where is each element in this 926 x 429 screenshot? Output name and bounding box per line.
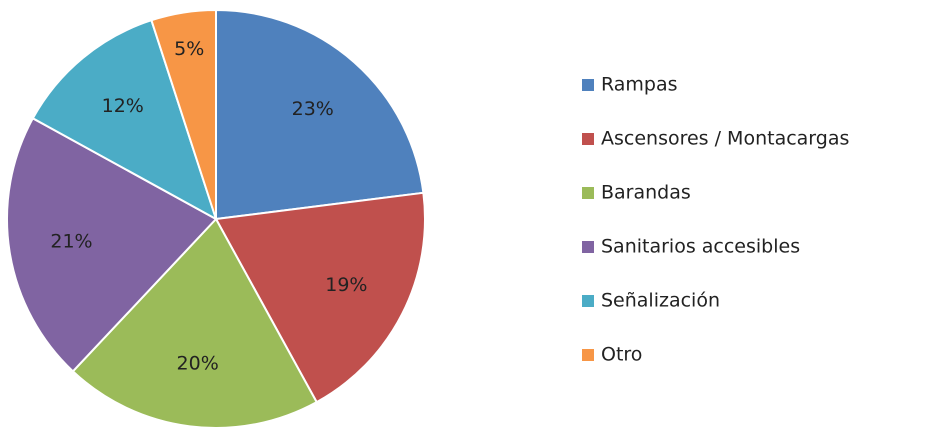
legend-label: Señalización <box>601 290 720 312</box>
legend-swatch <box>582 133 594 145</box>
data-label: 5% <box>174 38 204 60</box>
pie-slice <box>71 217 319 429</box>
data-label: 23% <box>292 98 334 120</box>
pie-slice <box>31 18 218 222</box>
data-label: 21% <box>50 230 92 252</box>
legend-label: Ascensores / Montacargas <box>601 128 849 150</box>
legend-label: Barandas <box>601 182 691 204</box>
legend-swatch <box>582 295 594 307</box>
pie-slice <box>215 8 425 221</box>
data-label: 12% <box>102 95 144 117</box>
legend-swatch <box>582 349 594 361</box>
legend-swatch <box>582 241 594 253</box>
legend-label: Rampas <box>601 74 678 96</box>
legend-swatch <box>582 187 594 199</box>
pie-slice <box>150 8 217 220</box>
pie-slice <box>6 116 218 373</box>
data-label: 19% <box>325 274 367 296</box>
legend-label: Otro <box>601 344 642 366</box>
legend-swatch <box>582 79 594 91</box>
pie-slice <box>214 191 426 404</box>
data-label: 20% <box>177 353 219 375</box>
legend-label: Sanitarios accesibles <box>601 236 800 258</box>
